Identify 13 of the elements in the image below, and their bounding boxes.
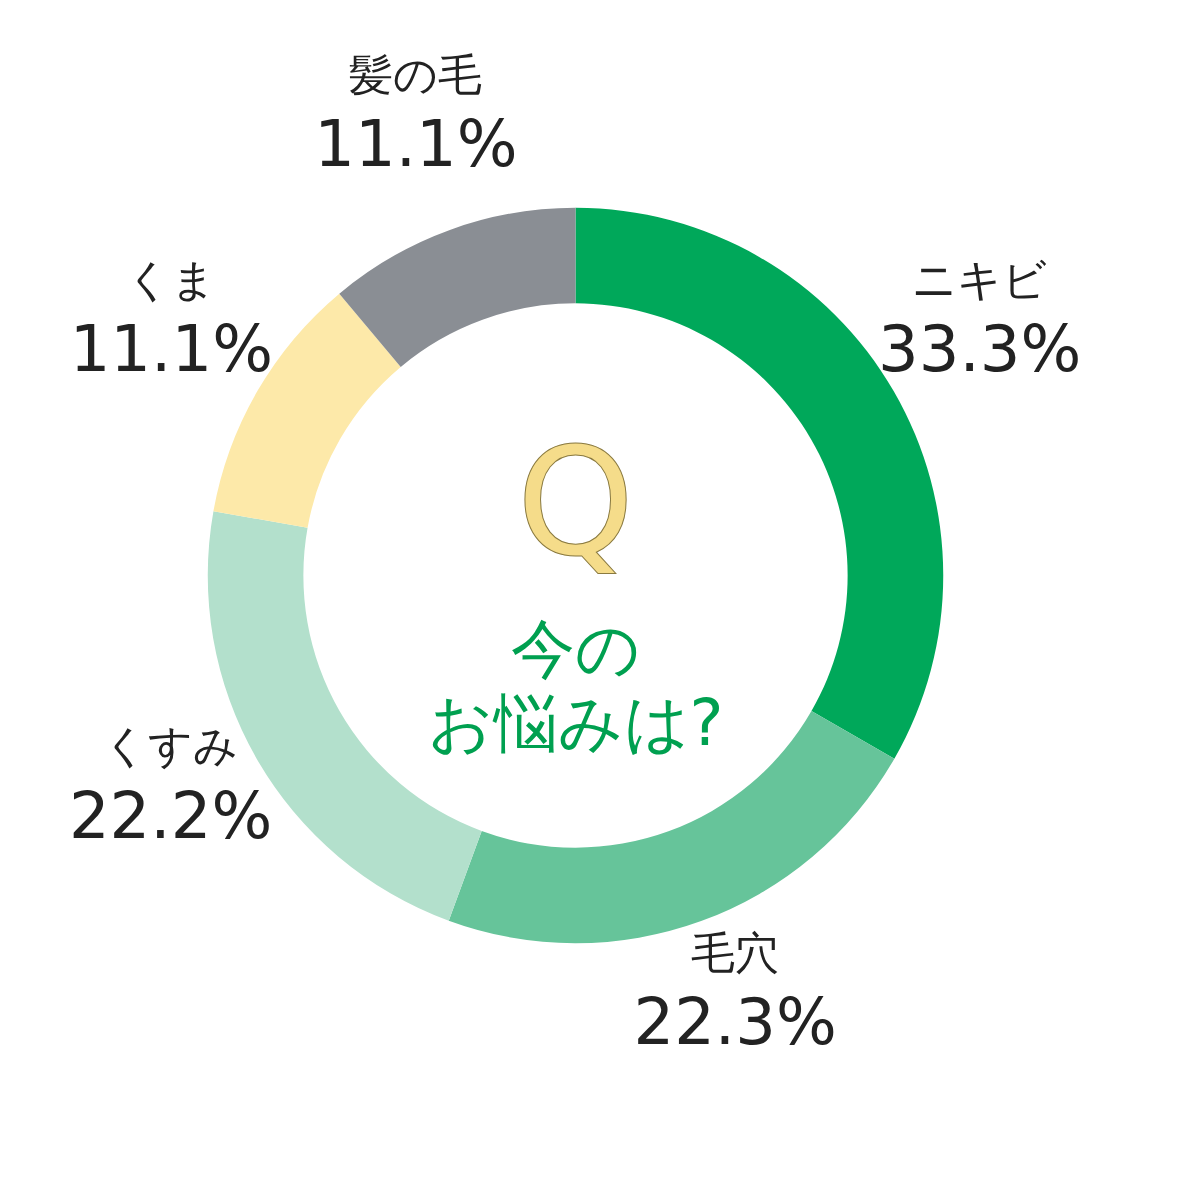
data-label: 11.1% [314, 107, 518, 182]
slice-label: くすみ [103, 720, 239, 772]
slice-label: ニキビ [912, 253, 1048, 305]
data-label: 33.3% [878, 312, 1082, 387]
text: 今の [510, 612, 641, 687]
data-label: 11.1% [69, 312, 273, 387]
data-label: 22.3% [633, 985, 837, 1059]
text: Q [516, 414, 635, 589]
text: お悩みは? [427, 685, 724, 760]
data-label: 22.2% [68, 778, 273, 853]
slice-label: 毛穴 [691, 926, 780, 978]
slice-label: 髪の毛 [349, 48, 483, 100]
slice-label: くま [126, 253, 217, 305]
